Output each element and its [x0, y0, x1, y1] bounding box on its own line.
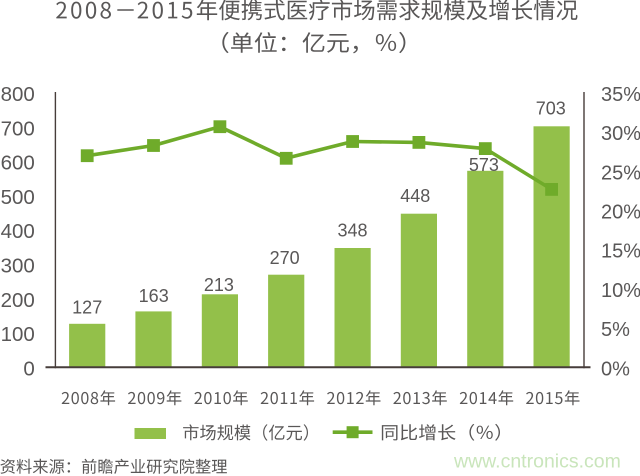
svg-text:270: 270	[270, 248, 300, 268]
svg-text:20%: 20%	[601, 202, 640, 224]
svg-text:500: 500	[1, 186, 35, 209]
svg-text:213: 213	[204, 275, 234, 295]
svg-text:25%: 25%	[601, 162, 640, 184]
svg-text:300: 300	[1, 255, 35, 278]
svg-text:5%: 5%	[601, 319, 630, 341]
svg-text:100: 100	[1, 323, 35, 346]
svg-text:573: 573	[469, 155, 499, 175]
svg-text:10%: 10%	[601, 280, 640, 302]
svg-text:15%: 15%	[601, 241, 640, 263]
svg-text:448: 448	[400, 186, 430, 206]
svg-text:400: 400	[1, 220, 35, 243]
svg-text:600: 600	[1, 152, 35, 175]
svg-text:200: 200	[1, 289, 35, 312]
svg-text:800: 800	[1, 83, 35, 106]
svg-text:700: 700	[1, 117, 35, 140]
svg-text:35%: 35%	[601, 84, 640, 106]
svg-text:348: 348	[337, 220, 367, 240]
svg-text:127: 127	[72, 297, 102, 317]
svg-text:703: 703	[536, 99, 566, 119]
svg-text:163: 163	[139, 286, 169, 306]
svg-text:www.cntronics.com: www.cntronics.com	[453, 450, 621, 472]
svg-text:0: 0	[23, 357, 34, 380]
svg-text:0%: 0%	[601, 358, 630, 380]
svg-text:30%: 30%	[601, 123, 640, 145]
